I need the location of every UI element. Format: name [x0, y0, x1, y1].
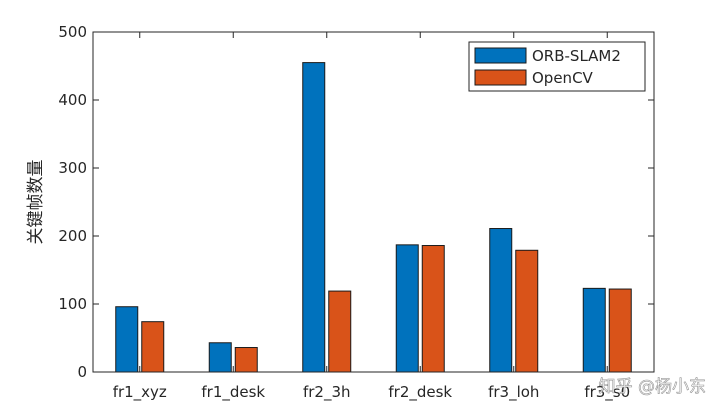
y-tick-label: 0 — [77, 363, 87, 381]
bars-layer — [115, 62, 632, 373]
y-tick-label: 300 — [58, 159, 87, 177]
y-tick-label: 400 — [58, 91, 87, 109]
bar-opencv-fr2-desk — [421, 245, 445, 373]
legend-swatch — [474, 47, 527, 64]
bar-opencv-fr3-s0 — [608, 288, 632, 373]
y-tick-label: 100 — [58, 295, 87, 313]
legend: ORB-SLAM2 OpenCV — [468, 41, 646, 92]
y-tick-label: 500 — [58, 23, 87, 41]
bar-orb-slam2-fr3-loh — [489, 228, 513, 373]
y-ticks: 0 100 200 300 400 500 — [58, 23, 654, 381]
x-ticks: fr1_xyz fr1_desk fr2_3h fr2_desk fr3_loh fr3_… — [113, 32, 630, 402]
x-tick-label: fr1_xyz — [113, 383, 167, 402]
y-tick-label: 200 — [58, 227, 87, 245]
y-axis-label: 关键帧数量 — [26, 160, 46, 245]
bar-opencv-fr2-3h — [328, 290, 352, 373]
bar-opencv-fr1-xyz — [141, 321, 165, 373]
bar-orb-slam2-fr1-desk — [208, 342, 232, 373]
legend-swatch — [474, 69, 527, 86]
bar-opencv-fr1-desk — [234, 347, 258, 373]
bar-orb-slam2-fr3-s0 — [582, 287, 606, 373]
x-tick-label: fr3_loh — [488, 383, 539, 402]
bar-orb-slam2-fr2-desk — [395, 244, 419, 373]
plot-frame — [92, 31, 655, 373]
bar-orb-slam2-fr1-xyz — [115, 306, 139, 373]
bar-opencv-fr3-loh — [515, 249, 539, 373]
x-tick-label: fr2_desk — [388, 383, 452, 402]
legend-label: OpenCV — [532, 69, 594, 87]
x-tick-label: fr2_3h — [303, 383, 351, 402]
axes-layer — [92, 31, 655, 373]
watermark-text: 知乎 @杨小东 — [599, 377, 706, 397]
x-tick-label: fr1_desk — [201, 383, 265, 402]
x-tick-label: fr3_s0 — [584, 383, 630, 402]
bar-orb-slam2-fr2-3h — [302, 62, 326, 373]
legend-label: ORB-SLAM2 — [532, 47, 621, 65]
